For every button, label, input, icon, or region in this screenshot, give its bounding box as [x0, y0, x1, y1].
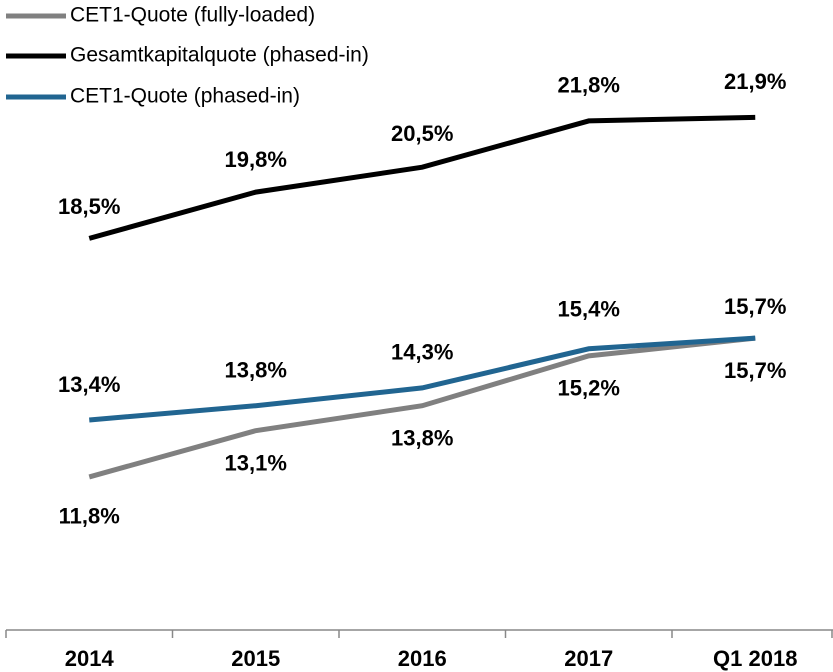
data-label: 15,7% — [724, 358, 786, 383]
data-label: 20,5% — [391, 121, 453, 146]
x-tick-label: 2015 — [231, 646, 280, 671]
legend-label: Gesamtkapitalquote (phased-in) — [70, 44, 369, 67]
x-tick-label: 2014 — [65, 646, 115, 671]
series-line — [88, 114, 756, 241]
data-label: 13,1% — [225, 450, 287, 475]
data-label: 13,8% — [391, 426, 453, 451]
x-tick-label: Q1 2018 — [713, 646, 797, 671]
data-label: 21,9% — [724, 69, 786, 94]
data-label: 21,8% — [558, 73, 620, 98]
data-label: 11,8% — [59, 504, 120, 529]
x-tick-label: 2017 — [564, 646, 613, 671]
series-line — [89, 335, 756, 423]
data-label: 15,7% — [724, 294, 786, 319]
data-label: 19,8% — [225, 147, 287, 172]
data-label: 15,4% — [558, 297, 620, 322]
data-label: 15,2% — [558, 376, 620, 401]
data-label: 13,4% — [58, 372, 120, 397]
x-tick-label: 2016 — [398, 646, 447, 671]
series-line — [88, 335, 756, 480]
data-label: 13,8% — [225, 358, 287, 383]
legend-label: CET1-Quote (fully-loaded) — [70, 4, 315, 27]
data-label: 18,5% — [58, 194, 120, 219]
legend-label: CET1-Quote (phased-in) — [70, 85, 300, 108]
data-label: 14,3% — [391, 340, 453, 365]
